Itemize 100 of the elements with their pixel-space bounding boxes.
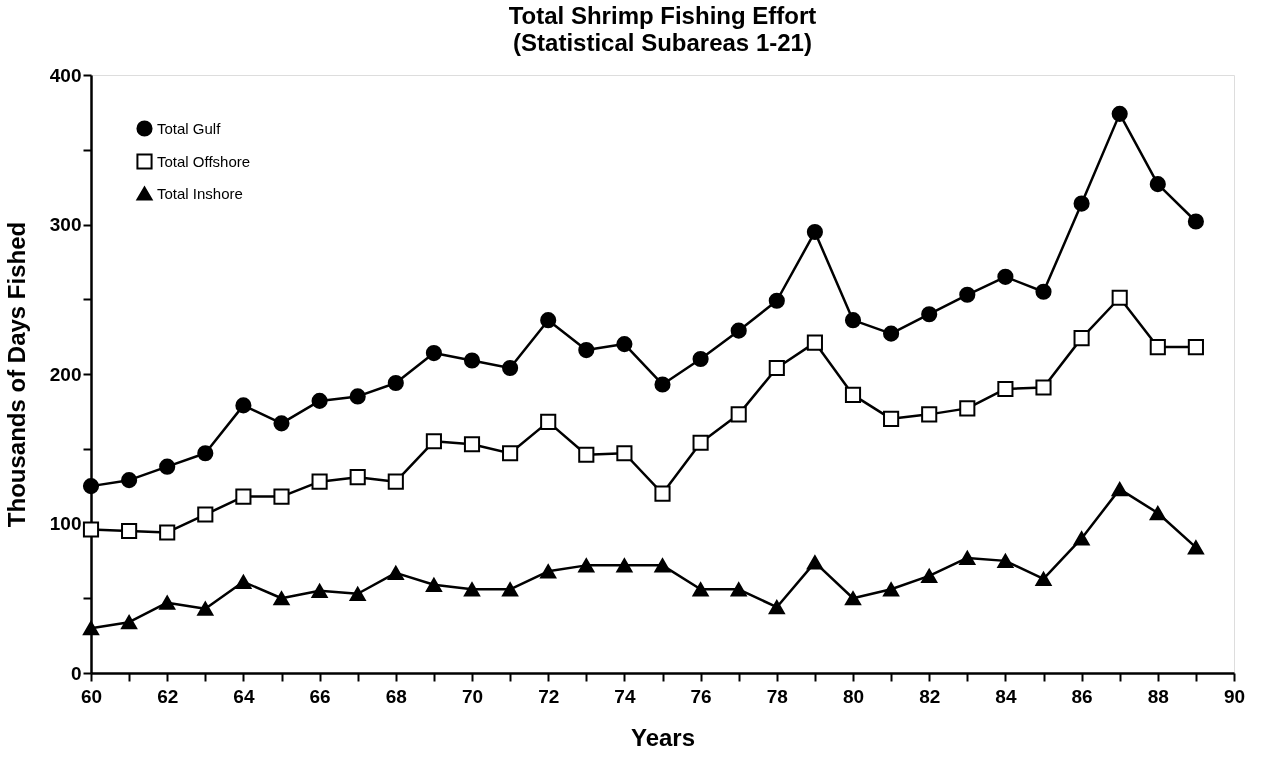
point [311, 583, 328, 598]
point [463, 436, 481, 453]
x-tick-label: 86 [1071, 685, 1093, 707]
point [959, 286, 976, 303]
point [616, 558, 633, 573]
x-tick-label: 74 [614, 685, 636, 707]
x-axis-title: Years [630, 723, 696, 751]
point [844, 386, 862, 403]
point [159, 458, 176, 475]
point [883, 325, 900, 342]
point [1149, 505, 1166, 521]
point [844, 591, 862, 606]
point [692, 350, 709, 368]
point [463, 582, 481, 597]
point [959, 400, 976, 417]
point [997, 553, 1014, 568]
y-tick-label: 100 [49, 513, 82, 534]
point [883, 582, 900, 597]
point [425, 345, 442, 362]
point [349, 469, 366, 486]
point [730, 406, 747, 423]
y-tick-label: 200 [49, 363, 82, 385]
legend-label: Total Offshore [157, 152, 251, 170]
point [540, 413, 557, 430]
point [806, 334, 823, 351]
point [654, 376, 671, 393]
point [540, 564, 557, 579]
point [273, 591, 290, 606]
point [121, 615, 138, 630]
point [806, 223, 823, 241]
point [883, 410, 900, 427]
point [616, 445, 633, 462]
point [273, 415, 290, 432]
chart-subtitle: (Statistical Subareas 1-21) [513, 29, 812, 56]
point [1187, 339, 1204, 356]
point [578, 558, 595, 573]
x-tick-label: 60 [80, 685, 103, 707]
point [463, 352, 481, 369]
point [1035, 571, 1052, 586]
y-tick-label: 0 [70, 662, 82, 684]
point [1073, 330, 1090, 347]
point [806, 555, 823, 570]
legend-label: Total Gulf [157, 119, 222, 137]
point [197, 601, 214, 616]
y-tick-label: 300 [49, 214, 82, 235]
point [1073, 531, 1090, 546]
point [387, 473, 404, 490]
point [959, 550, 976, 566]
point [82, 478, 100, 495]
point [159, 595, 176, 610]
y-axis-title: Thousands of Days Fished [2, 221, 30, 528]
point [502, 359, 519, 377]
y-tick-label: 400 [49, 64, 82, 86]
point [768, 359, 785, 377]
point [387, 374, 404, 392]
point [235, 488, 252, 505]
x-tick-label: 88 [1147, 685, 1169, 707]
point [921, 406, 938, 423]
point [692, 434, 709, 451]
point [844, 312, 862, 329]
point [425, 577, 442, 592]
x-tick-label: 78 [766, 685, 788, 707]
point [997, 268, 1014, 285]
point [121, 472, 138, 489]
point [768, 600, 785, 615]
x-tick-label: 70 [461, 685, 484, 707]
x-tick-label: 76 [690, 685, 712, 707]
point [540, 312, 557, 329]
x-tick-label: 66 [309, 685, 331, 707]
point [159, 524, 176, 541]
x-tick-label: 62 [157, 685, 179, 707]
point [1035, 379, 1052, 396]
point [197, 445, 214, 462]
point [273, 488, 290, 505]
legend-label: Total Inshore [157, 184, 243, 202]
point [692, 582, 709, 597]
point [654, 485, 671, 502]
point [502, 445, 519, 462]
point [654, 558, 671, 573]
x-tick-label: 80 [842, 685, 865, 707]
point [1149, 339, 1166, 356]
point [1149, 176, 1166, 193]
x-tick-label: 72 [538, 685, 560, 707]
chart-title: Total Shrimp Fishing Effort [508, 2, 817, 29]
point [502, 582, 519, 597]
point [82, 621, 100, 636]
point [997, 380, 1014, 398]
point [349, 586, 366, 601]
point [311, 473, 328, 490]
point [121, 522, 138, 540]
point [768, 292, 785, 309]
point [1111, 105, 1128, 122]
point [1187, 540, 1204, 555]
point [578, 342, 595, 359]
point [311, 392, 328, 409]
x-tick-label: 82 [919, 685, 941, 707]
point [235, 397, 252, 414]
point [349, 388, 366, 405]
point [1111, 481, 1128, 497]
point [1035, 283, 1052, 300]
